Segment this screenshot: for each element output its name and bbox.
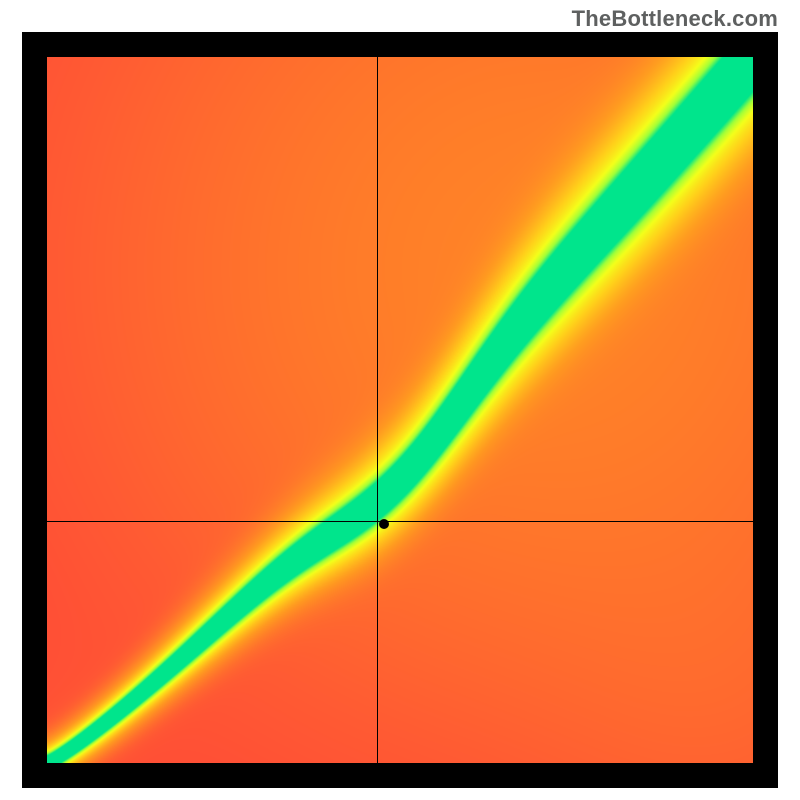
plot-frame-left: [22, 32, 47, 788]
plot-frame-top: [22, 32, 778, 57]
watermark-text: TheBottleneck.com: [572, 6, 778, 32]
plot-frame-bottom: [22, 763, 778, 788]
crosshair-horizontal: [47, 521, 753, 522]
marker-dot: [379, 519, 389, 529]
heatmap-canvas: [47, 57, 753, 763]
crosshair-vertical: [377, 57, 378, 763]
heatmap-plot: [47, 57, 753, 763]
plot-frame-right: [753, 32, 778, 788]
